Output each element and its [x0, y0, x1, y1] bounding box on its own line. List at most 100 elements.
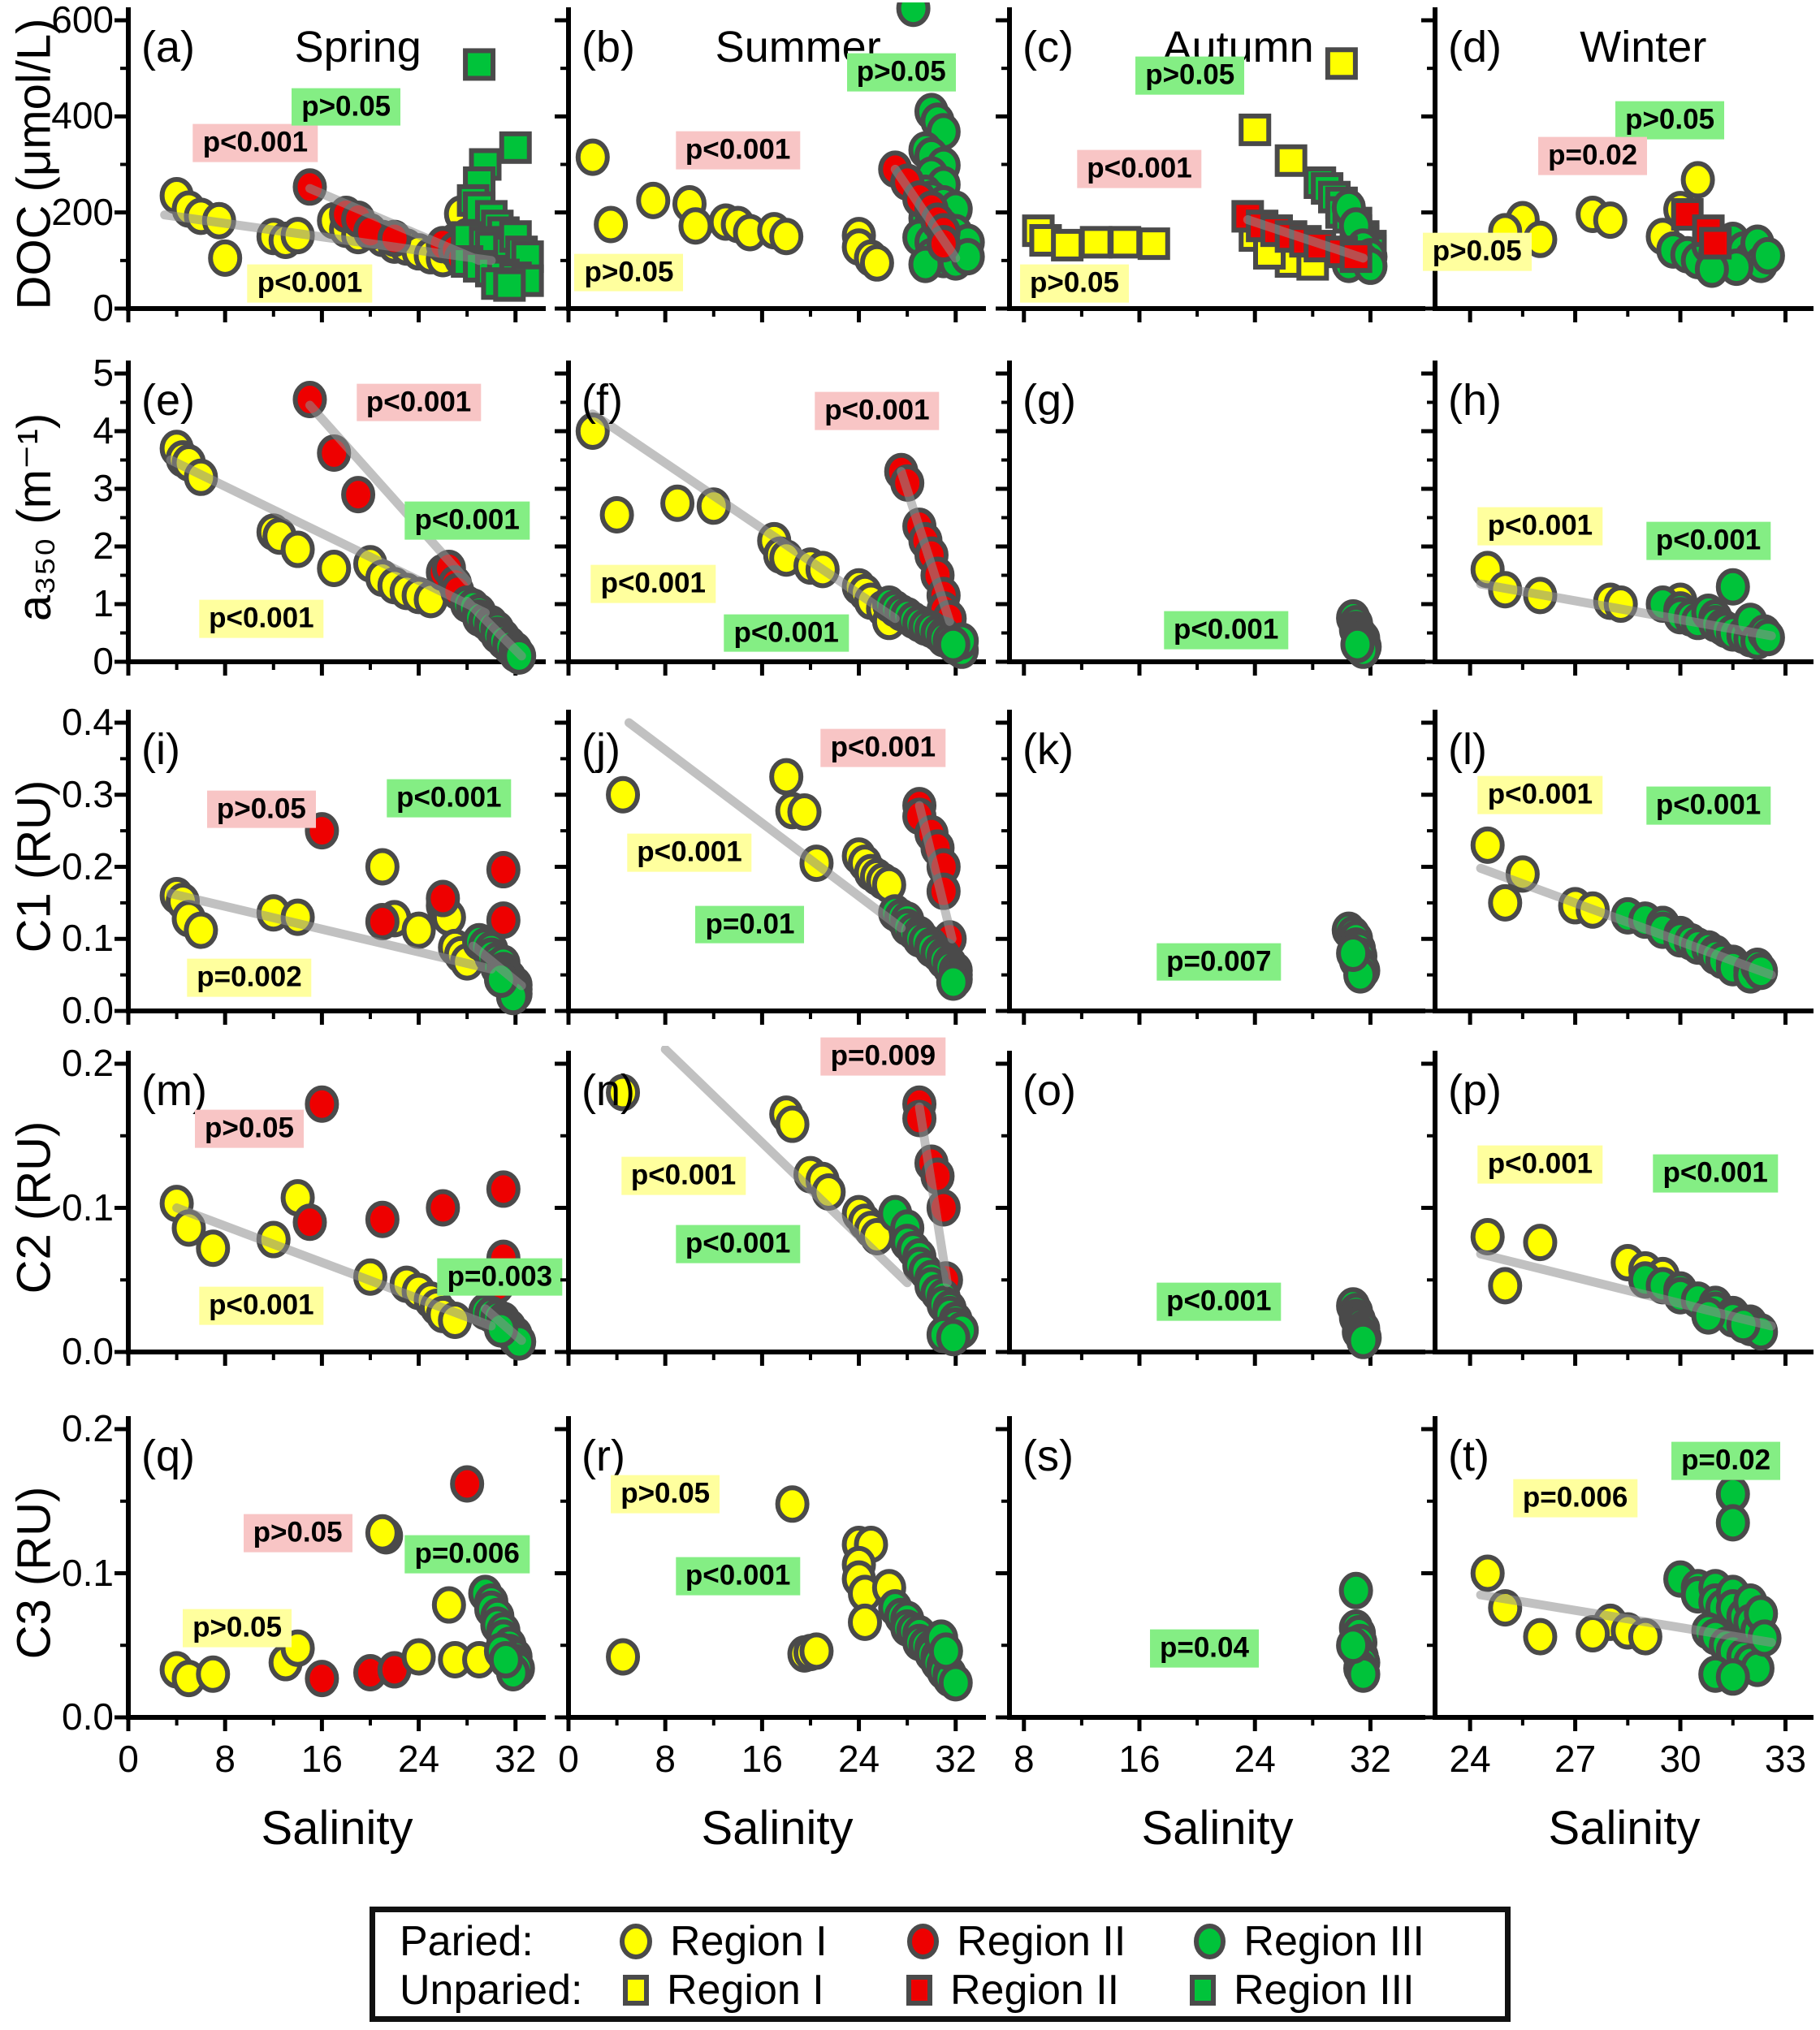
x-tick-label: 16 [741, 1738, 783, 1780]
trend-lines [160, 184, 496, 266]
green-circle-point [1346, 1321, 1381, 1359]
panel-letter-j: (j) [581, 725, 620, 774]
x-tick-label: 8 [1013, 1738, 1035, 1780]
p-value-label: p>0.05 [195, 1109, 304, 1148]
panel-b: (b) Summer p>0.05 p<0.001 p>0.05 [555, 2, 986, 322]
p-value-label: p<0.001 [199, 1286, 324, 1325]
trend-lines [1476, 1590, 1776, 1648]
tick-marks [555, 1061, 958, 1366]
legend-region2-label: Region II [957, 1918, 1126, 1965]
y-axis-label-doc: DOC (μmol/L) [7, 18, 61, 310]
tick-marks [555, 720, 958, 1025]
data-points [1488, 161, 1785, 288]
x-tick-label: 0 [118, 1738, 139, 1780]
green-circle-point [1336, 1626, 1371, 1665]
plot-svg-h [1421, 361, 1814, 676]
plot-svg-e [115, 361, 546, 676]
green-circle-point [1750, 236, 1785, 274]
red-circle-point [292, 1203, 327, 1242]
green-circle-point [928, 1632, 963, 1670]
p-value-label: p<0.001 [815, 391, 940, 430]
panel-letter-n: (n) [581, 1066, 635, 1115]
p-value-label: p>0.05 [846, 53, 956, 92]
x-tick-label: 24 [837, 1738, 880, 1780]
p-value-label: p<0.001 [1477, 775, 1603, 814]
plot-svg-n [555, 1046, 986, 1366]
legend-paired-region1-circle-icon [620, 1924, 652, 1959]
yellow-circle-point [769, 758, 804, 796]
p-value-label: p<0.001 [1653, 1154, 1778, 1193]
p-value-label: p<0.001 [1163, 611, 1289, 650]
red-square-point [1699, 227, 1732, 260]
panel-r: (r) p>0.05 p<0.001 [555, 1416, 986, 1731]
yellow-circle-point [678, 207, 713, 245]
y-tick-label: 0.1 [62, 1186, 114, 1229]
panel-n: (n) p=0.009 p<0.001 p<0.001 [555, 1037, 986, 1366]
yellow-circle-point [848, 1603, 883, 1641]
panel-a: (a) Spring p<0.001 p>0.05 p<0.001 [115, 7, 546, 322]
panel-g: (g) p<0.001 [996, 361, 1425, 676]
yellow-circle-point [1470, 1554, 1505, 1592]
p-value-label: p>0.05 [206, 790, 316, 828]
trend-lines [660, 1046, 952, 1288]
panel-c: (c) Autumn p>0.05 p<0.001 p>0.05 [996, 7, 1425, 322]
plot-svg-b [555, 2, 986, 322]
data-points [1470, 551, 1785, 660]
yellow-circle-point [1523, 1224, 1558, 1262]
panel-h: (h) p<0.001 p<0.001 [1421, 361, 1814, 676]
yellow-circle-point [606, 775, 641, 814]
p-value-label: p<0.001 [675, 1557, 801, 1596]
red-circle-point [365, 902, 400, 940]
x-tick-label: 24 [1449, 1738, 1491, 1780]
yellow-circle-point [1576, 1615, 1610, 1653]
data-points [606, 758, 973, 1001]
panel-t: (t) p=0.006 p=0.02 [1421, 1416, 1814, 1731]
yellow-square-point [1239, 113, 1272, 146]
tick-marks [996, 720, 1373, 1025]
tick-marks [996, 1427, 1373, 1731]
p-value-label: p<0.001 [247, 264, 373, 303]
panel-letter-i: (i) [141, 725, 180, 774]
red-circle-point [341, 476, 376, 514]
panel-letter-d: (d) [1448, 23, 1502, 71]
yellow-circle-point [775, 1105, 810, 1143]
panel-letter-s: (s) [1022, 1432, 1074, 1480]
plot-svg-a [115, 7, 546, 322]
green-circle-point [896, 2, 931, 28]
x-tick-label: 30 [1659, 1738, 1701, 1780]
x-tick-label: 32 [1349, 1738, 1392, 1780]
p-value-label: p=0.002 [187, 958, 312, 997]
p-value-label: p<0.001 [1156, 1282, 1282, 1321]
p-value-label: p<0.001 [675, 131, 801, 170]
p-value-label: p<0.001 [356, 383, 482, 421]
yellow-circle-point [575, 138, 610, 176]
yellow-circle-point [196, 1655, 231, 1693]
p-value-label: p=0.006 [404, 1535, 530, 1574]
data-points [1336, 599, 1382, 669]
legend-unpaired-row: Unparied: Region I Region II Region III [400, 1966, 1481, 2015]
legend-unpaired-region2-square-icon [906, 1975, 932, 2006]
panel-p: (p) p<0.001 p<0.001 [1421, 1051, 1814, 1366]
red-circle-point [450, 1465, 485, 1503]
legend-region3-label: Region III [1243, 1918, 1424, 1965]
tick-marks [115, 1427, 518, 1731]
season-title-winter: Winter [1580, 23, 1707, 71]
plot-svg-f [555, 361, 986, 676]
x-axis-label-spring: Salinity [261, 1802, 413, 1855]
green-circle-point [1340, 625, 1375, 663]
tick-marks [115, 18, 518, 322]
p-value-label: p>0.05 [1135, 56, 1245, 95]
yellow-square-point [1079, 226, 1113, 259]
y-tick-label: 0.4 [62, 701, 114, 743]
trend-lines [588, 409, 954, 626]
tick-marks [996, 18, 1373, 322]
yellow-circle-point [660, 484, 695, 522]
panel-j: (j) p<0.001 p<0.001 p=0.01 [555, 710, 986, 1025]
yellow-circle-point [317, 549, 352, 587]
tick-marks [1421, 1427, 1788, 1731]
x-tick-label: 33 [1764, 1738, 1807, 1780]
tick-marks [555, 1427, 958, 1731]
red-circle-point [305, 1085, 339, 1123]
plot-svg-i [115, 710, 546, 1025]
